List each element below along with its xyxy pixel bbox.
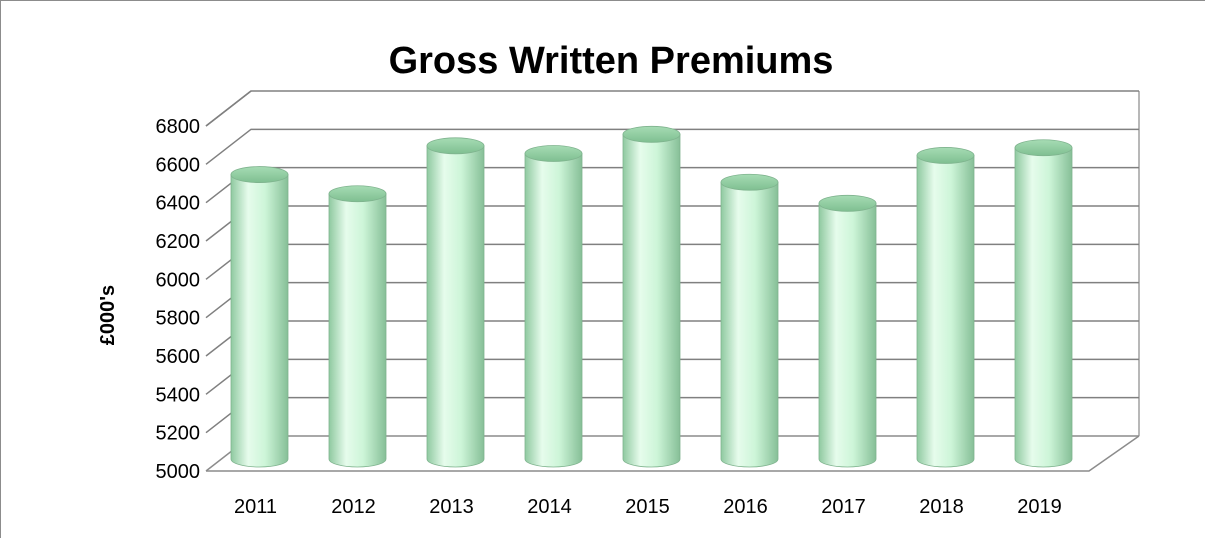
chart-title: Gross Written Premiums [389,40,834,82]
bar [426,137,485,468]
bar-cap [1014,139,1073,157]
y-tick-label: 6800 [156,116,201,138]
bar-body [818,202,877,468]
bar-cap [916,147,975,164]
y-tick-label: 5000 [156,461,201,483]
x-tick-label: 2014 [527,496,572,518]
bar-body [426,145,485,468]
y-tick-label: 6200 [156,231,201,253]
gridline [205,90,252,127]
y-tick-label: 5200 [156,423,201,445]
gridline [205,90,1139,127]
bar-cap [426,137,485,155]
x-tick-label: 2017 [821,496,866,518]
floor-edge [206,435,1140,472]
bar-cap [720,173,779,191]
x-tick-label: 2012 [331,496,376,518]
bar [916,147,975,468]
bar-body [720,181,779,468]
bar-body [230,174,289,468]
bar-body [1014,147,1073,468]
gridline [205,128,1139,165]
bar-body [524,153,583,468]
y-tick-label: 5600 [156,346,201,368]
bar-body [328,193,387,468]
bar-body [622,133,681,468]
y-tick-label: 5800 [156,308,201,330]
bar-cap [230,166,289,183]
y-axis-ticks: 5000 5200 5400 5600 5800 6000 6200 6400 6600 6800 [156,116,201,483]
bar [622,125,681,468]
bar-cap [818,194,877,212]
x-tick-label: 2011 [234,496,277,518]
bars [230,125,1073,468]
x-axis-ticks: 2011 2012 2013 2014 2015 2016 2017 2018 2019 [234,496,1062,518]
x-tick-label: 2018 [919,496,964,518]
bar-body [916,155,975,468]
x-tick-label: 2019 [1017,496,1062,518]
bar [818,194,877,468]
y-tick-label: 6000 [156,269,201,291]
y-tick-label: 6400 [156,193,201,215]
x-tick-label: 2016 [723,496,768,518]
bar [230,166,289,468]
bar [720,173,779,468]
bar [524,145,583,468]
y-axis-label: £000's [97,285,119,345]
y-tick-label: 5400 [156,384,201,406]
bar-cap [328,185,387,203]
bar-cap [622,125,681,143]
bar-cap [524,145,583,162]
x-tick-label: 2013 [429,496,474,518]
bar [1014,139,1073,468]
y-tick-label: 6600 [156,154,201,176]
bar [328,185,387,468]
x-tick-label: 2015 [625,496,670,518]
